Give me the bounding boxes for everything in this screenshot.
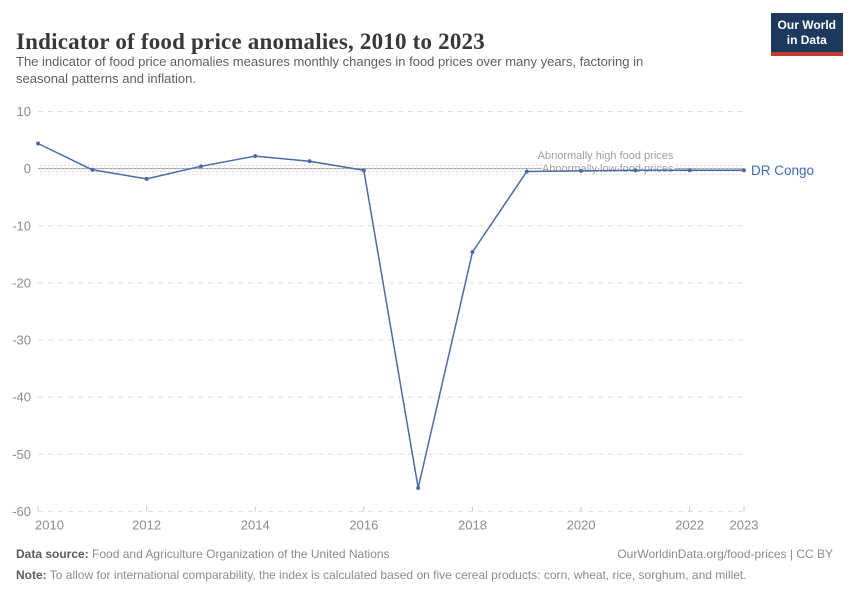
series-line-dr-congo <box>36 141 746 490</box>
data-source: Data source: Food and Agriculture Organi… <box>16 546 390 563</box>
data-source-label: Data source: <box>16 547 89 561</box>
data-point-marker <box>470 250 475 255</box>
x-tick-label: 2020 <box>567 517 596 532</box>
data-point-marker <box>687 168 692 173</box>
y-tick-label: -20 <box>12 275 31 290</box>
data-source-value: Food and Agriculture Organization of the… <box>92 547 390 561</box>
note-label: Note: <box>16 568 47 583</box>
y-tick-label: 10 <box>17 104 31 119</box>
x-tick-label: 2023 <box>730 517 759 532</box>
series-label-dr-congo[interactable]: DR Congo <box>751 163 814 178</box>
x-tick-label: 2010 <box>35 517 64 532</box>
chart-subtitle-line2: seasonal patterns and inflation. <box>16 71 196 86</box>
y-axis-labels: 10 0 -10 -20 -30 -40 -50 -60 <box>12 104 31 519</box>
owid-logo-line1: Our World <box>777 18 836 32</box>
annotation-high-food-prices: Abnormally high food prices <box>538 150 674 162</box>
owid-logo: Our World in Data <box>770 13 843 56</box>
chart-svg: 100-10-20-30-40-50-60 2010 2012 2014 2016 20… <box>12 104 814 532</box>
page-title: Indicator of food price anomalies, 2010 … <box>16 29 485 55</box>
data-point-marker <box>253 154 258 159</box>
x-tick-label: 2014 <box>241 517 270 532</box>
chart-note: Note: To allow for international compara… <box>16 567 833 584</box>
data-point-marker <box>742 168 746 173</box>
y-tick-label: -10 <box>12 218 31 233</box>
data-point-marker <box>198 164 203 169</box>
owid-link[interactable]: OurWorldinData.org/food-prices | CC BY <box>617 547 833 561</box>
series-end-label: DR Congo <box>751 163 814 178</box>
x-axis: 2010 2012 2014 2016 2018 2020 2022 2023 <box>35 506 758 532</box>
y-tick-label: -40 <box>12 390 31 405</box>
x-tick-label: 2012 <box>132 517 161 532</box>
chart-subtitle: The indicator of food price anomalies me… <box>16 53 643 87</box>
data-point-marker <box>361 168 366 173</box>
chart-footer: Data source: Food and Agriculture Organi… <box>16 546 833 585</box>
y-tick-label: -60 <box>12 504 31 519</box>
y-tick-label: 0 <box>24 161 31 176</box>
x-tick-label: 2022 <box>675 517 704 532</box>
x-tick-label: 2016 <box>349 517 378 532</box>
data-point-marker <box>307 159 312 164</box>
data-point-marker <box>579 168 584 173</box>
data-point-marker <box>633 168 638 173</box>
chart-subtitle-line1: The indicator of food price anomalies me… <box>16 54 644 69</box>
line-dr-congo <box>37 142 744 489</box>
annotation-low-food-prices: Abnormally low food prices <box>542 163 674 175</box>
x-tick-label: 2018 <box>458 517 487 532</box>
data-point-marker <box>416 485 421 490</box>
data-point-marker <box>144 176 149 181</box>
data-point-marker <box>90 167 95 172</box>
note-value: To allow for international comparability… <box>49 568 747 583</box>
owid-logo-line2: in Data <box>786 33 827 47</box>
data-point-marker <box>524 169 529 174</box>
y-tick-label: -50 <box>12 447 31 462</box>
data-point-marker <box>36 141 40 146</box>
y-tick-label: -30 <box>12 333 31 348</box>
